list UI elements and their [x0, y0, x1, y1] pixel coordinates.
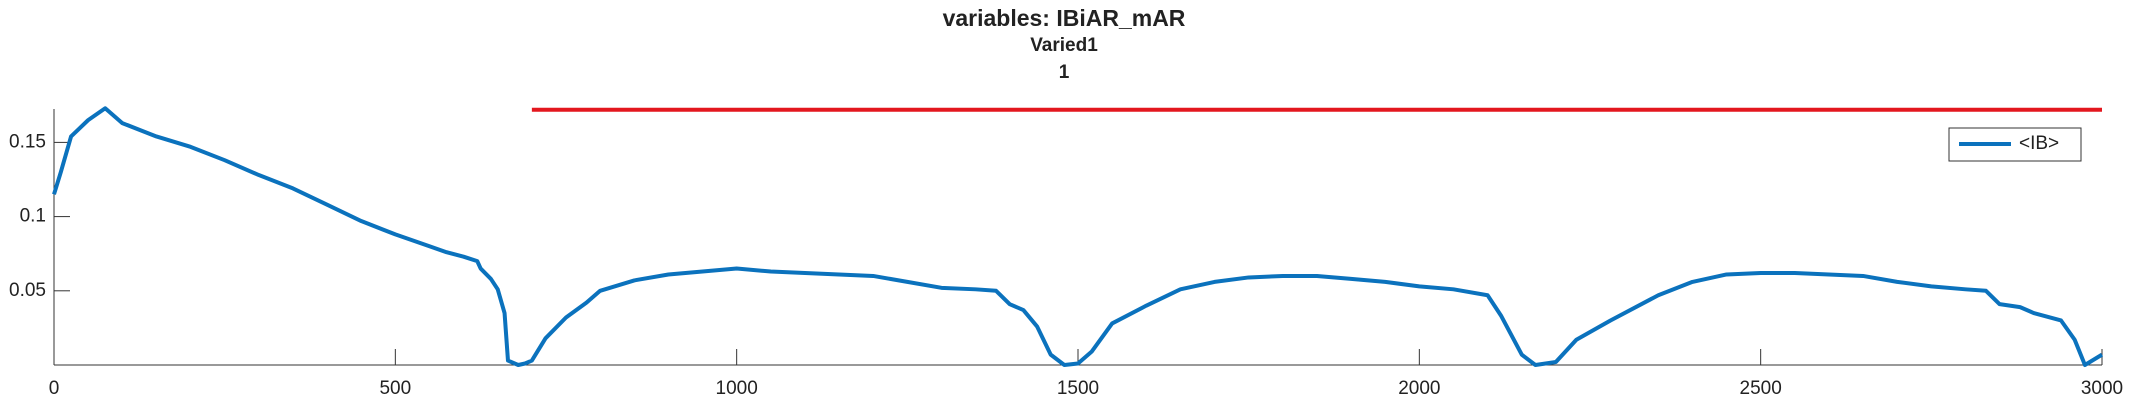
y-tick-label: 0.15 [9, 131, 46, 152]
x-tick-label: 0 [49, 378, 60, 399]
chart-title: variables: IBiAR_mAR [943, 5, 1186, 31]
chart-subtitle: Varied1 [1030, 35, 1098, 56]
x-tick-label: 2500 [1740, 378, 1782, 399]
legend-label: <IB> [2019, 133, 2059, 154]
x-tick-label: 500 [379, 378, 411, 399]
data-line [52, 106, 2104, 367]
y-tick-label: 0.1 [20, 206, 46, 227]
x-tick-label: 1000 [716, 378, 758, 399]
x-tick-label: 2000 [1398, 378, 1440, 399]
x-tick-label: 3000 [2081, 378, 2123, 399]
y-tick-label: 0.05 [9, 280, 46, 301]
chart-subtitle: 1 [1059, 62, 1070, 83]
x-tick-label: 1500 [1057, 378, 1099, 399]
